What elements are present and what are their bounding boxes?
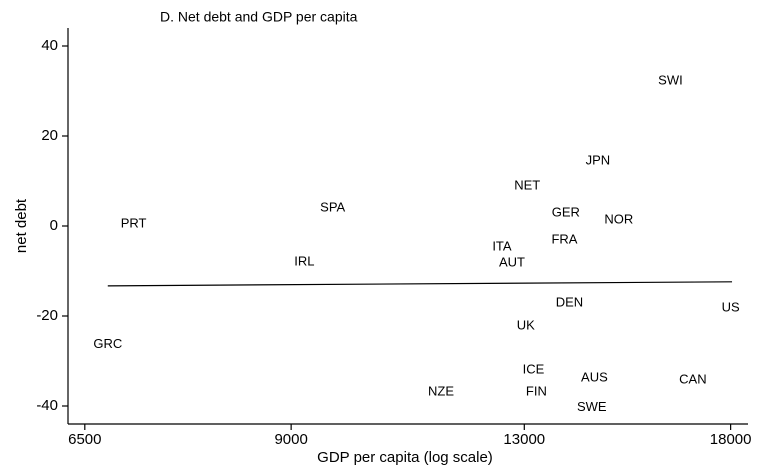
- point-label: DEN: [556, 294, 583, 309]
- point-label: NZE: [428, 383, 454, 398]
- y-tick-label: 0: [50, 217, 58, 234]
- y-tick-label: -40: [36, 397, 58, 414]
- y-tick-label: 20: [41, 127, 58, 144]
- y-axis-label: net debt: [13, 198, 30, 253]
- point-label: IRL: [294, 253, 314, 268]
- point-label: ITA: [492, 239, 512, 254]
- x-tick-label: 6500: [68, 431, 101, 448]
- x-tick-label: 9000: [274, 431, 307, 448]
- point-label: PRT: [121, 216, 147, 231]
- point-label: GER: [552, 204, 580, 219]
- point-label: ICE: [523, 361, 545, 376]
- point-label: AUT: [499, 254, 525, 269]
- point-label: AUS: [581, 370, 608, 385]
- point-label: JPN: [586, 153, 611, 168]
- x-axis-label: GDP per capita (log scale): [317, 449, 493, 466]
- x-tick-label: 13000: [503, 431, 545, 448]
- point-label: NOR: [604, 212, 633, 227]
- y-tick-label: 40: [41, 37, 58, 54]
- point-label: SPA: [320, 199, 345, 214]
- point-label: FRA: [551, 231, 577, 246]
- point-label: SWE: [577, 399, 607, 414]
- point-label: SWI: [658, 73, 683, 88]
- point-label: NET: [514, 177, 540, 192]
- point-label: FIN: [526, 383, 547, 398]
- x-tick-label: 18000: [710, 431, 752, 448]
- chart-title: D. Net debt and GDP per capita: [160, 9, 358, 25]
- point-label: UK: [517, 317, 535, 332]
- point-label: US: [722, 299, 740, 314]
- point-label: GRC: [93, 336, 122, 351]
- point-label: CAN: [679, 371, 706, 386]
- fit-line: [107, 281, 733, 287]
- y-tick-label: -20: [36, 307, 58, 324]
